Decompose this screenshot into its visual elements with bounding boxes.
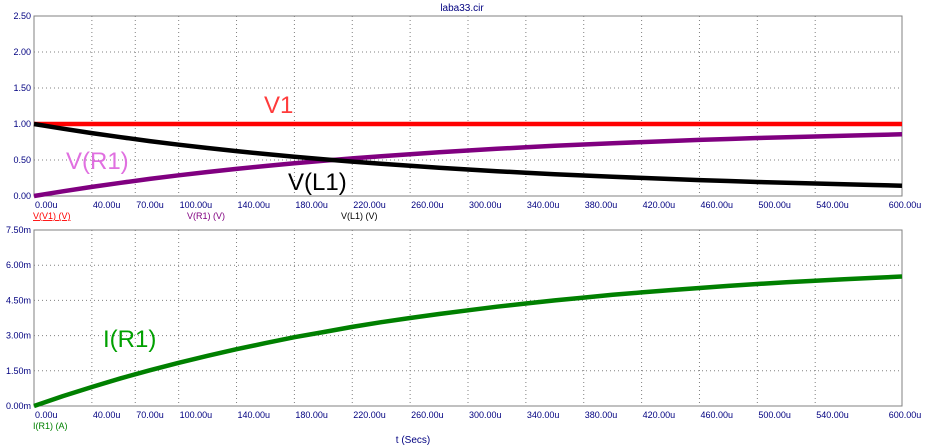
x-tick-label: 220.00u: [353, 410, 386, 420]
y-tick-label: 6.00m: [6, 260, 31, 270]
y-tick-label: 1.50m: [6, 366, 31, 376]
y-tick-label: 2.00: [13, 47, 31, 57]
y-tick-label: 3.00m: [6, 331, 31, 341]
x-tick-label: 0.00u: [35, 410, 58, 420]
x-tick-label: 460.00u: [700, 410, 733, 420]
x-tick-label: 220.00u: [353, 200, 386, 210]
series-line: [33, 132, 903, 199]
x-tick-label: 460.00u: [700, 200, 733, 210]
x-tick-label: 340.00u: [527, 410, 560, 420]
x-tick-label: 70.00u: [136, 200, 164, 210]
x-tick-label: 260.00u: [411, 410, 444, 420]
series-annotation: V(R1): [66, 148, 129, 175]
y-tick-label: 4.50m: [6, 295, 31, 305]
x-tick-label: 100.00u: [180, 200, 213, 210]
y-tick-label: 1.50: [13, 83, 31, 93]
x-tick-label: 600.00u: [889, 200, 922, 210]
x-tick-label: 500.00u: [758, 200, 791, 210]
y-tick-label: 1.00: [13, 119, 31, 129]
x-tick-label: 180.00u: [295, 200, 328, 210]
legend-entry: V(V1) (V): [33, 211, 71, 221]
x-tick-label: 380.00u: [585, 410, 618, 420]
x-tick-label: 600.00u: [889, 410, 922, 420]
legend-entry: V(R1) (V): [187, 211, 225, 221]
x-tick-label: 380.00u: [585, 200, 618, 210]
x-axis-label: t (Secs): [396, 435, 430, 446]
y-tick-label: 0.00m: [6, 401, 31, 411]
x-tick-label: 180.00u: [295, 410, 328, 420]
x-tick-label: 40.00u: [93, 410, 121, 420]
x-tick-label: 40.00u: [93, 200, 121, 210]
x-tick-label: 540.00u: [816, 200, 849, 210]
current-plot: 0.00u 40.00u 70.00u 100.00u 140.00u 180.00u 22…: [6, 225, 921, 431]
x-tick-label: 300.00u: [469, 410, 502, 420]
y-tick-label: 7.50m: [6, 225, 31, 235]
x-tick-label: 140.00u: [238, 200, 271, 210]
x-tick-label: 500.00u: [758, 410, 791, 420]
x-tick-label: 70.00u: [136, 410, 164, 420]
x-tick-label: 100.00u: [180, 410, 213, 420]
series-annotation: V(L1): [288, 169, 347, 196]
y-tick-label: 0.50: [13, 155, 31, 165]
x-tick-label: 140.00u: [238, 410, 271, 420]
y-tick-label: 2.50: [13, 11, 31, 21]
x-tick-label: 260.00u: [411, 200, 444, 210]
legend-entry: I(R1) (A): [33, 421, 68, 431]
x-tick-label: 300.00u: [469, 200, 502, 210]
series-line: [33, 121, 903, 188]
chart-title: laba33.cir: [440, 3, 484, 14]
legend-entry: V(L1) (V): [341, 211, 378, 221]
x-tick-label: 420.00u: [643, 410, 676, 420]
x-tick-label: 420.00u: [643, 200, 676, 210]
x-tick-label: 540.00u: [816, 410, 849, 420]
y-tick-label: 0.00: [13, 191, 31, 201]
x-tick-label: 0.00u: [35, 200, 58, 210]
series-line: [33, 274, 903, 409]
series-annotation: I(R1): [103, 326, 156, 353]
series-annotation: V1: [264, 92, 293, 119]
voltage-plot: 0.00u 40.00u 70.00u 100.00u 140.00u 180.00u 22…: [13, 11, 921, 221]
x-tick-label: 340.00u: [527, 200, 560, 210]
